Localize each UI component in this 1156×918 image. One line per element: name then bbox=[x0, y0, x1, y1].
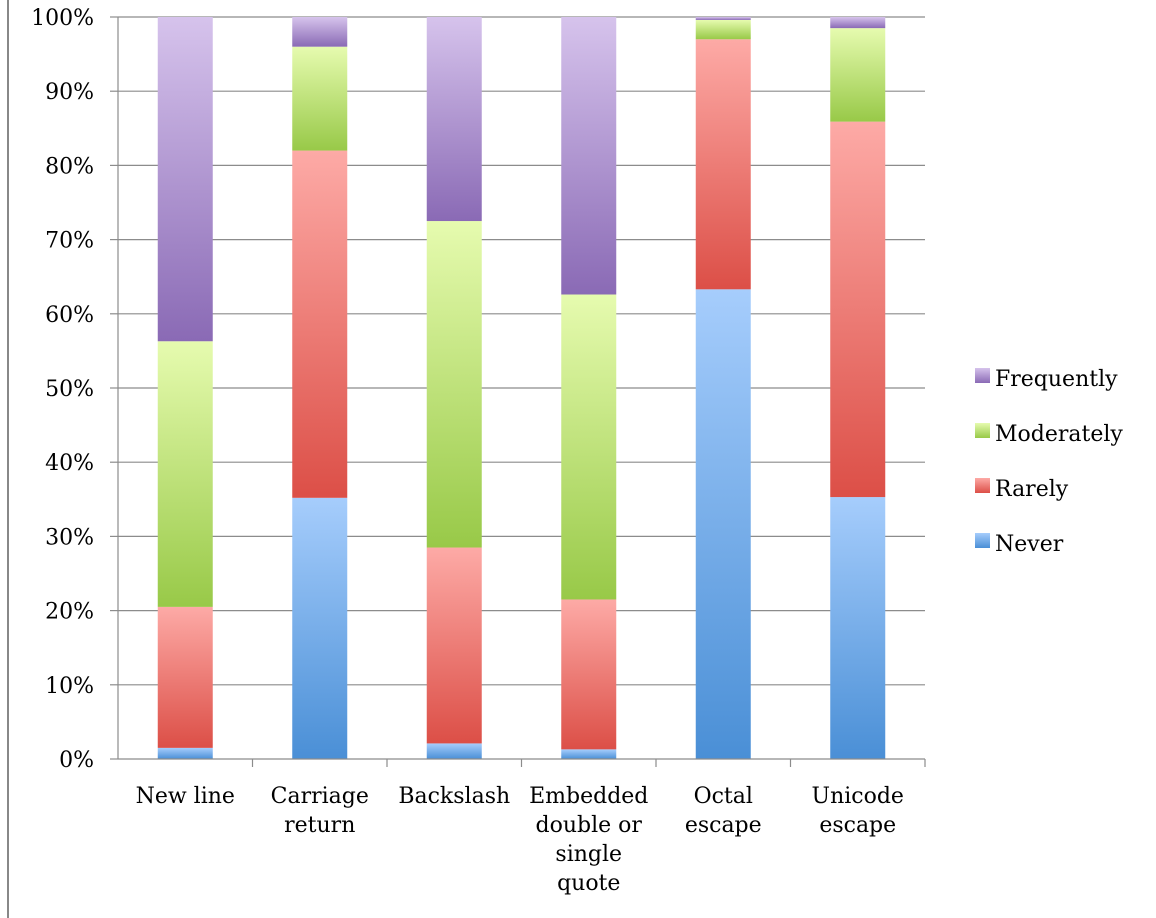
bar-segment-new-line-moderately bbox=[157, 341, 213, 607]
legend-label: Never bbox=[995, 532, 1064, 557]
bar-segment-new-line-rarely bbox=[157, 606, 213, 748]
legend-label: Moderately bbox=[995, 422, 1123, 447]
legend: Frequently Moderately Rarely Never bbox=[975, 367, 1123, 557]
bar-segment-carriage-return-rarely bbox=[292, 150, 348, 498]
y-tick-label: 0% bbox=[59, 748, 94, 773]
y-axis-tick-labels: 0% 10% 20% 30% 40% 50% 60% 70% 80% 90% 100% bbox=[31, 6, 94, 773]
x-category-label: Unicode escape bbox=[812, 784, 904, 838]
y-tick-label: 70% bbox=[45, 229, 94, 254]
legend-label: Rarely bbox=[995, 477, 1069, 502]
legend-item-rarely: Rarely bbox=[975, 477, 1069, 502]
bar-segment-carriage-return-frequently bbox=[292, 17, 348, 47]
legend-swatch-never bbox=[975, 533, 990, 548]
bar-segment-embedded-double-or-single-quote-rarely bbox=[561, 599, 617, 750]
bar-segment-embedded-double-or-single-quote-frequently bbox=[561, 17, 617, 295]
gridlines bbox=[118, 16, 925, 686]
legend-label: Frequently bbox=[995, 367, 1118, 392]
legend-swatch-frequently bbox=[975, 368, 990, 383]
y-tick-label: 30% bbox=[45, 525, 94, 550]
legend-swatch-moderately bbox=[975, 423, 990, 438]
y-tick-label: 20% bbox=[45, 600, 94, 625]
bar-segment-carriage-return-never bbox=[292, 497, 348, 759]
bar-segment-octal-escape-rarely bbox=[695, 39, 751, 290]
bar-segment-unicode-escape-moderately bbox=[830, 28, 886, 122]
legend-swatch-rarely bbox=[975, 478, 990, 493]
legend-item-never: Never bbox=[975, 532, 1064, 557]
y-tick-label: 10% bbox=[45, 674, 94, 699]
legend-item-frequently: Frequently bbox=[975, 367, 1118, 392]
bar-segment-octal-escape-frequently bbox=[695, 17, 751, 20]
bar-segment-unicode-escape-rarely bbox=[830, 121, 886, 498]
bar-segment-octal-escape-moderately bbox=[695, 19, 751, 40]
bar-segment-backslash-rarely bbox=[426, 547, 482, 744]
x-category-label: Embedded double or single quote bbox=[529, 784, 648, 896]
bar-segment-unicode-escape-never bbox=[830, 497, 886, 759]
bar-segment-carriage-return-moderately bbox=[292, 46, 348, 151]
bar-segment-backslash-moderately bbox=[426, 221, 482, 548]
bars bbox=[157, 17, 886, 759]
bar-segment-backslash-frequently bbox=[426, 17, 482, 222]
axes bbox=[110, 16, 926, 767]
y-tick-label: 60% bbox=[45, 303, 94, 328]
y-tick-label: 50% bbox=[45, 377, 94, 402]
bar-segment-octal-escape-never bbox=[695, 289, 751, 759]
y-tick-label: 100% bbox=[31, 6, 94, 31]
x-category-label: Carriage return bbox=[271, 784, 369, 838]
y-tick-label: 40% bbox=[45, 451, 94, 476]
x-axis-category-labels: New line Carriage return Backslash Embedded d… bbox=[136, 784, 904, 896]
x-category-label: New line bbox=[136, 784, 235, 809]
bar-segment-new-line-never bbox=[157, 747, 213, 759]
bar-segment-backslash-never bbox=[426, 743, 482, 759]
bar-segment-unicode-escape-frequently bbox=[830, 17, 886, 29]
bar-segment-embedded-double-or-single-quote-never bbox=[561, 749, 617, 759]
x-category-label: Backslash bbox=[398, 784, 510, 809]
legend-item-moderately: Moderately bbox=[975, 422, 1123, 447]
y-tick-label: 90% bbox=[45, 80, 94, 105]
y-tick-label: 80% bbox=[45, 154, 94, 179]
bar-segment-embedded-double-or-single-quote-moderately bbox=[561, 294, 617, 600]
x-category-label: Octal escape bbox=[685, 784, 762, 838]
bar-segment-new-line-frequently bbox=[157, 17, 213, 342]
